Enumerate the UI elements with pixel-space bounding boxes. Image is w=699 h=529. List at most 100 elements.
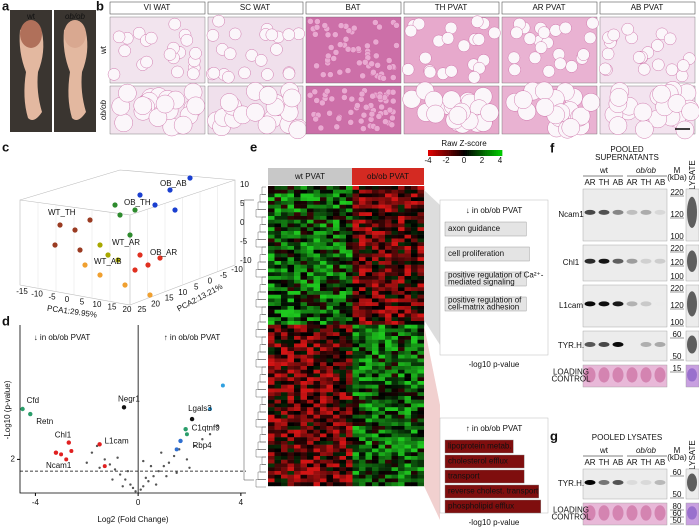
heatmap-cell — [313, 354, 321, 359]
heatmap-cell — [268, 306, 275, 310]
heatmap-cell — [294, 234, 301, 239]
heatmap-cell — [346, 294, 353, 299]
heatmap-cell — [274, 384, 282, 389]
heatmap-cell — [287, 234, 295, 239]
heatmap-cell — [404, 321, 412, 325]
heatmap-cell — [339, 407, 347, 412]
heatmap-cell — [313, 388, 321, 393]
cell-outline — [386, 64, 393, 71]
heatmap-cell — [320, 392, 327, 397]
heatmap-cell — [339, 354, 347, 359]
cell-outline — [386, 106, 394, 114]
heatmap-cell — [404, 392, 412, 397]
cell-outline — [412, 17, 426, 31]
heatmap-cell — [300, 369, 308, 374]
heatmap-cell — [274, 422, 282, 427]
enrichment-bar — [444, 271, 527, 287]
z-tick-label: -10 — [240, 256, 252, 265]
cell-outline — [402, 90, 421, 109]
dendrogram — [255, 269, 266, 278]
heatmap-cell — [398, 328, 405, 333]
gene-point — [53, 450, 59, 455]
heatmap-cell — [287, 437, 295, 442]
heatmap-cell — [365, 283, 373, 288]
heatmap-cell — [417, 429, 425, 434]
heatmap-cell — [359, 403, 366, 408]
heatmap-cell — [365, 227, 373, 232]
heatmap-cell — [352, 279, 360, 284]
panel-label: g — [550, 428, 558, 443]
heatmap-cell — [339, 298, 347, 303]
heatmap-cell — [398, 261, 405, 265]
heatmap-cell — [391, 279, 399, 284]
heatmap-cell — [281, 309, 288, 314]
heatmap-cell — [365, 246, 373, 250]
heatmap-cell — [365, 287, 373, 292]
heatmap-cell — [326, 242, 334, 247]
heatmap-cell — [352, 358, 360, 363]
heatmap-cell — [352, 231, 360, 235]
heatmap-cell — [346, 482, 353, 487]
heatmap-cell — [378, 467, 386, 472]
cell-outline — [307, 18, 314, 25]
cell-outline — [325, 52, 332, 60]
heatmap-cell — [391, 366, 399, 370]
heatmap-cell — [268, 276, 275, 280]
heatmap-cell — [333, 459, 340, 464]
heatmap-cell — [339, 246, 347, 250]
heatmap-cell — [281, 392, 288, 397]
heatmap-cell — [313, 294, 321, 299]
heatmap-cell — [326, 392, 334, 397]
heatmap-cell — [404, 208, 412, 213]
heatmap-cell — [320, 298, 327, 303]
heatmap-cell — [281, 219, 288, 224]
scale-cell — [444, 150, 447, 156]
pca-point — [132, 207, 138, 213]
volcano-point — [172, 454, 176, 458]
heatmap-cell — [307, 426, 314, 430]
heatmap-cell — [417, 261, 425, 265]
heatmap-cell — [372, 384, 379, 389]
heatmap-cell — [391, 246, 399, 250]
heatmap-cell — [359, 261, 366, 265]
heatmap-cell — [359, 384, 366, 389]
heatmap-cell — [385, 456, 392, 460]
heatmap-cell — [365, 384, 373, 389]
heatmap-cell — [274, 407, 282, 412]
heatmap-cell — [365, 403, 373, 408]
heatmap-cell — [365, 459, 373, 464]
heatmap-cell — [385, 216, 392, 220]
heatmap-cell — [268, 433, 275, 438]
y-tick-label: 5 — [194, 282, 199, 291]
heatmap-cell — [404, 343, 412, 348]
scale-cell — [462, 150, 466, 156]
heatmap-cell — [372, 328, 379, 333]
heatmap-cell — [281, 189, 288, 194]
heatmap-cell — [274, 227, 282, 232]
heatmap-cell — [326, 429, 334, 434]
heatmap-cell — [339, 291, 347, 295]
heatmap-cell — [320, 186, 327, 190]
heatmap-cell — [313, 324, 321, 329]
heatmap-cell — [281, 302, 288, 307]
heatmap-cell — [307, 411, 314, 415]
heatmap-cell — [333, 324, 340, 329]
heatmap-cell — [417, 186, 425, 190]
heatmap-cell — [391, 231, 399, 235]
heatmap-cell — [300, 227, 308, 232]
heatmap-cell — [365, 347, 373, 352]
heatmap-cell — [294, 223, 301, 228]
heatmap-cell — [294, 459, 301, 464]
heatmap-cell — [307, 459, 314, 464]
heatmap-cell — [385, 452, 392, 457]
heatmap-cell — [320, 216, 327, 220]
cell-outline — [632, 51, 646, 64]
enrichment-title: ↑ in ob/ob PVAT — [466, 424, 523, 433]
heatmap-cell — [359, 411, 366, 415]
gene-label: Ncam1 — [46, 461, 72, 470]
heatmap-cell — [333, 366, 340, 370]
heatmap-cell — [300, 351, 308, 355]
heatmap-cell — [268, 422, 275, 427]
heatmap-cell — [333, 317, 340, 322]
heatmap-cell — [378, 268, 386, 273]
